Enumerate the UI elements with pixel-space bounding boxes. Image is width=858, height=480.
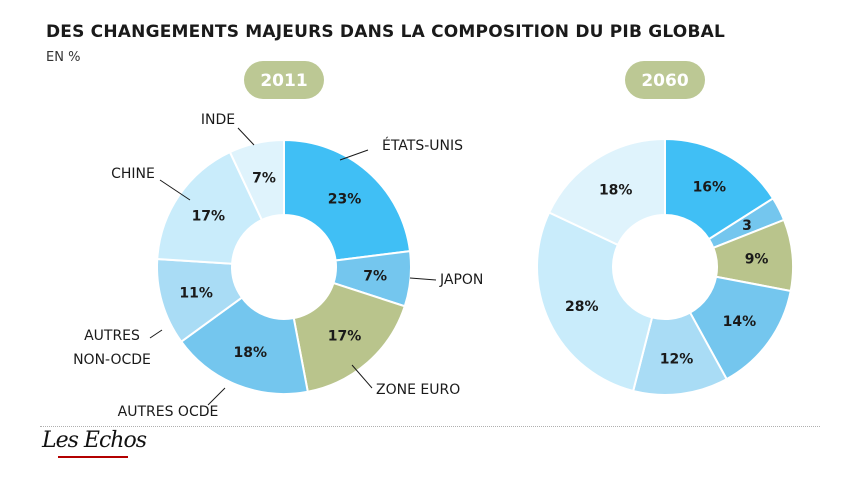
slice-2011-autres-ocde [179,296,309,395]
slice-2060-etats-unis [664,137,775,241]
category-label-etats-unis: ÉTATS-UNIS [382,137,463,154]
year-badge-2060 [625,61,705,99]
leader-line-etats-unis [339,149,369,161]
value-label-2011-autres-ocde: 18% [234,345,268,361]
value-label-2011-zone-euro: 17% [328,329,362,345]
slice-2060-inde [547,137,666,247]
value-label-2060-chine: 28% [565,299,599,315]
logo-underline [58,456,128,458]
leader-line-autres-ocde [207,387,226,406]
chart-subtitle: EN % [46,50,81,65]
category-label-autres-ocde: AUTRES OCDE [118,404,219,420]
chart-title: DES CHANGEMENTS MAJEURS DANS LA COMPOSIT… [46,22,726,42]
value-label-2060-japon: 3 [742,218,752,234]
slice-2011-etats-unis [283,138,412,262]
value-label-2011-etats-unis: 23% [328,191,362,207]
category-label-inde: INDE [201,112,235,128]
slice-2011-zone-euro [292,281,407,393]
value-label-2060-zone-euro: 9% [745,251,769,267]
les-echos-logo: Les Echos [42,428,147,453]
category-label-japon: JAPON [439,272,483,288]
value-label-2011-japon: 7% [363,269,387,285]
slice-2011-chine [156,150,264,265]
category-label-zone-euro: ZONE EURO [376,382,460,398]
slice-2011-inde [228,138,285,222]
slice-2060-chine [536,211,654,393]
value-label-2060-autres-ocde: 14% [723,314,757,330]
value-label-2011-autres-non-ocde: 11% [179,286,213,302]
leader-line-autres-non-ocde [149,329,163,339]
year-badge-label-2060: 2060 [641,71,688,91]
leader-line-japon [409,277,437,281]
category-label-chine: CHINE [111,166,155,182]
category-label-autres-non-ocde: AUTRES NON-OCDE [73,328,151,368]
leader-line-zone-euro [351,364,373,389]
footer-divider [40,426,820,427]
value-label-2011-chine: 17% [192,209,226,225]
leader-line-chine [159,179,191,201]
year-badge-2011 [244,61,324,99]
value-label-2011-inde: 7% [252,171,276,187]
value-label-2060-autres-non-ocde: 12% [660,351,694,367]
value-label-2060-etats-unis: 16% [693,179,727,195]
value-label-2060-inde: 18% [599,182,633,198]
leader-line-inde [237,127,255,146]
year-badge-label-2011: 2011 [260,71,307,91]
